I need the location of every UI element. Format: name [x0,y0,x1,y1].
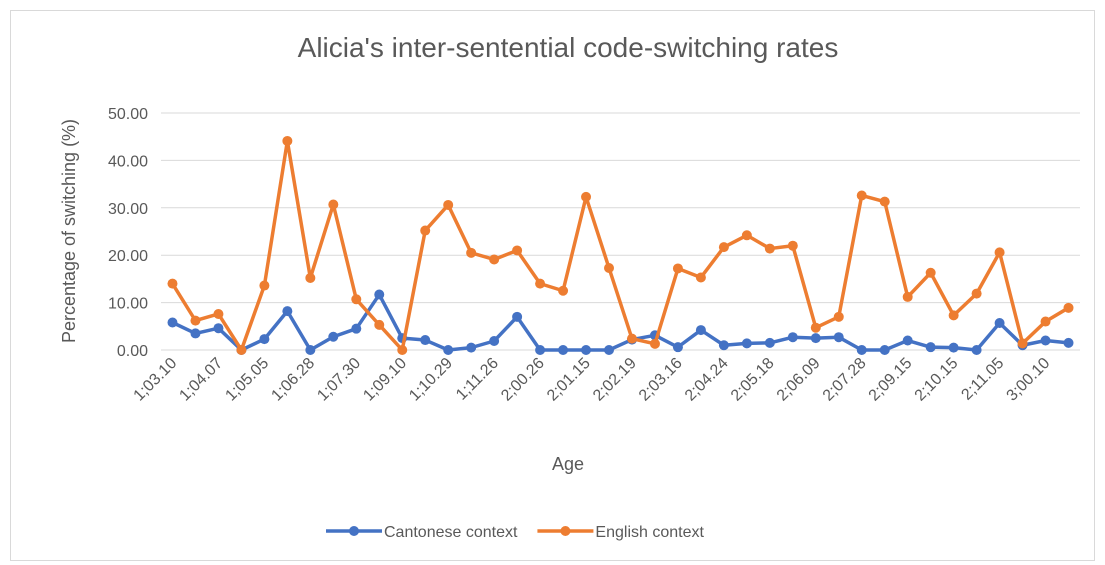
data-point [489,335,500,346]
data-point [420,335,431,346]
data-point [328,199,339,210]
data-point [741,230,752,241]
data-point [810,322,821,333]
data-point [397,345,408,355]
data-point [443,199,454,210]
data-point [971,345,982,355]
data-point [374,289,385,300]
data-point [420,225,431,236]
data-point [994,247,1005,258]
data-point [856,345,867,355]
data-point [902,335,913,346]
data-point [259,280,270,291]
x-axis-title: Age [552,454,584,474]
data-point [1063,337,1074,348]
data-point [879,345,890,355]
data-point [925,342,936,353]
data-point [558,285,569,296]
data-point [190,328,201,339]
chart-frame [10,10,1095,561]
data-point [213,323,224,334]
data-point [626,333,637,344]
data-point [328,331,339,342]
data-point [604,345,615,355]
y-axis-title: Percentage of switching (%) [59,119,79,343]
data-point [236,345,247,355]
y-tick-label: 10.00 [108,296,148,313]
data-point [535,345,546,355]
data-point [718,340,729,351]
data-point [787,240,798,251]
data-point [764,337,775,348]
data-point [351,323,362,334]
legend-marker [349,526,359,536]
legend-label: English context [595,524,704,541]
data-point [535,278,546,289]
data-point [604,262,615,273]
data-point [167,278,178,289]
data-point [787,332,798,343]
data-point [856,190,867,201]
data-point [764,243,775,254]
data-point [466,342,477,353]
data-point [512,311,523,322]
y-tick-label: 0.00 [117,343,148,360]
data-point [581,345,592,355]
legend-marker [560,526,571,536]
series-line [171,139,1070,352]
data-point [649,338,660,349]
data-point [581,191,592,202]
data-point [259,334,270,345]
data-point [351,294,362,305]
data-point [1040,335,1051,346]
data-point [1063,302,1074,313]
data-point [558,345,569,355]
data-point [695,325,706,336]
data-point [672,342,683,353]
data-point [443,345,454,355]
data-point [190,315,201,326]
series-line [171,292,1069,352]
y-tick-label: 30.00 [108,201,148,218]
data-point [167,317,178,328]
data-point [810,333,821,344]
data-point [695,272,706,283]
data-point [833,332,844,343]
data-point [994,317,1005,328]
legend-label: Cantonese context [384,524,518,541]
data-point [282,306,293,317]
data-point [672,263,683,274]
data-point [948,310,959,321]
data-point [282,135,293,146]
data-point [374,319,385,330]
data-point [1017,338,1028,349]
data-point [213,308,224,319]
data-point [305,272,316,283]
y-tick-label: 20.00 [108,248,148,265]
data-point [305,345,316,355]
data-point [902,291,913,302]
chart-title: Alicia's inter-sentential code-switching… [298,32,839,63]
data-point [948,342,959,353]
data-point [741,338,752,349]
data-point [925,267,936,278]
data-point [879,196,890,207]
data-point [466,247,477,258]
y-tick-label: 40.00 [108,153,148,170]
y-tick-label: 50.00 [108,106,148,123]
data-point [489,254,500,265]
data-point [833,311,844,322]
data-point [718,242,729,253]
data-point [971,288,982,299]
data-point [1040,316,1051,327]
data-point [512,245,523,256]
